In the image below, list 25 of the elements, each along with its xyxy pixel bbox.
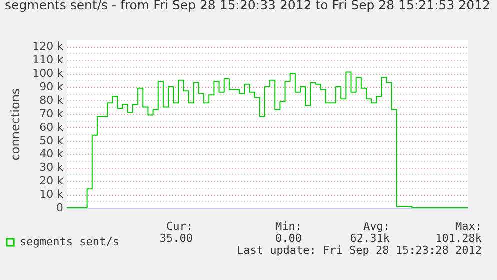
y-tick-label: 70 k xyxy=(40,107,64,120)
text: 0.00 xyxy=(276,232,302,245)
y-axis-title: connections xyxy=(8,88,23,161)
y-tick-label: 120 k xyxy=(32,40,64,54)
y-tick-label: 100 k xyxy=(32,67,64,80)
y-tick-label: 40 k xyxy=(40,148,64,161)
y-tick-label: 90 k xyxy=(40,80,64,94)
y-tick-label: 60 k xyxy=(40,120,64,134)
y-tick-label: 0 xyxy=(56,202,64,214)
y-tick-label: 10 k xyxy=(40,188,64,202)
legend-label: segments sent/s xyxy=(20,236,120,248)
text: Last update: Fri Sep 28 15:23:28 2012 xyxy=(236,244,482,257)
y-tick-label: 20 k xyxy=(40,174,64,188)
y-tick-label: 30 k xyxy=(40,161,64,174)
y-tick-label: 50 k xyxy=(40,134,64,148)
chart-title: segments sent/s - from Fri Sep 28 15:20:33 2012 to Fri Sep 28 15:21:53 2012 xyxy=(5,0,490,12)
text: 62.31k xyxy=(350,232,390,245)
text: Max: xyxy=(456,220,482,233)
text: 101.28k xyxy=(436,232,482,245)
text: Avg: xyxy=(364,220,390,233)
text: Min: xyxy=(276,220,302,233)
text: Cur: xyxy=(166,220,193,233)
y-tick-label: 110 k xyxy=(32,54,64,67)
text: 35.00 xyxy=(160,232,193,245)
y-tick-label: 80 k xyxy=(40,94,64,107)
